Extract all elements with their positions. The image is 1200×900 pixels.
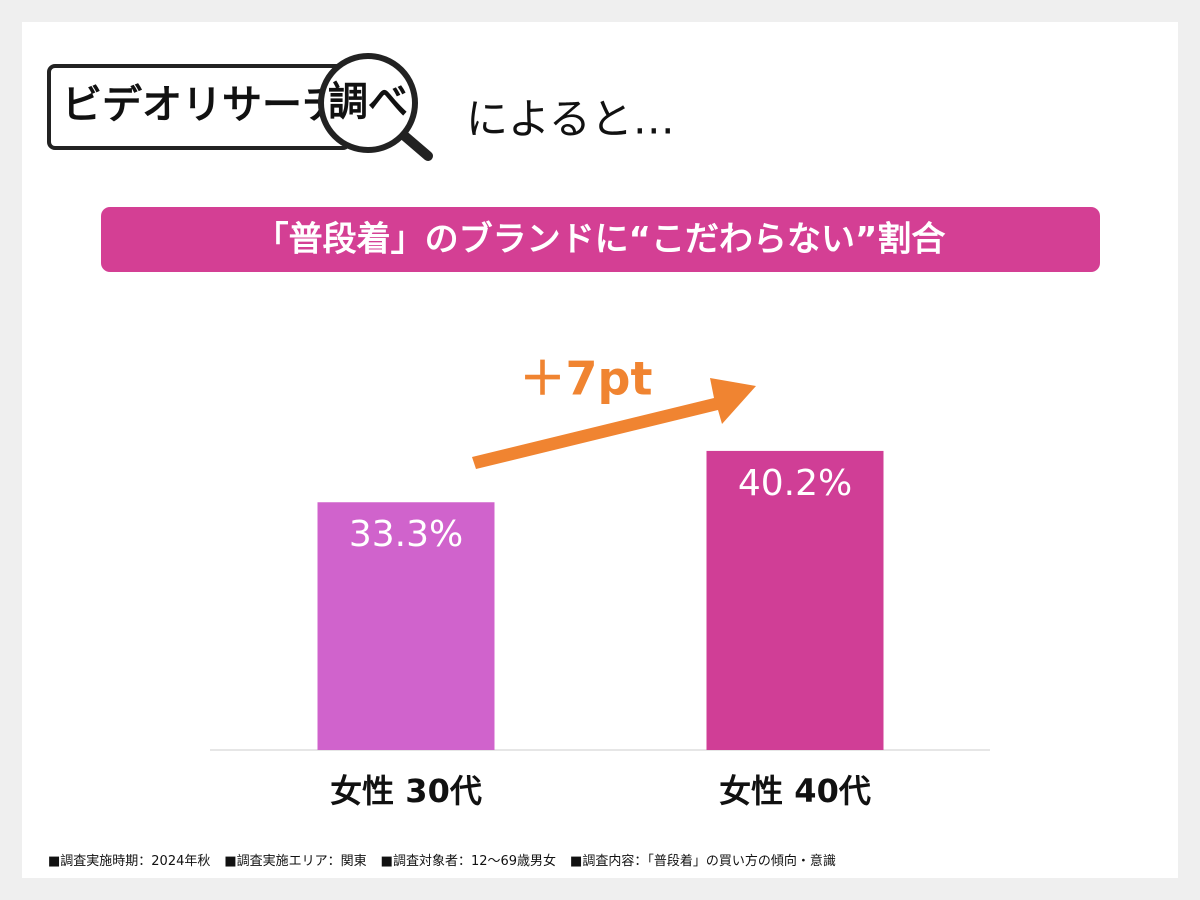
trend-arrow [472, 378, 756, 469]
x-tick-label: 女性 30代 [330, 772, 482, 810]
footnote: ■調査実施時期：2024年秋 ■調査実施エリア：関東 ■調査対象者：12～69歳男女… [48, 853, 836, 869]
footnote-item: ■調査実施時期：2024年秋 [48, 853, 210, 869]
magnifier [318, 53, 418, 153]
card [22, 22, 1178, 878]
footnote-item: ■調査実施エリア：関東 [224, 853, 366, 869]
chart-title: 「普段着」のブランドに“こだわらない”割合 [255, 220, 946, 260]
logo-badge: 調べ [328, 79, 408, 125]
annotation: ＋7pt [520, 352, 653, 406]
footnote-item: ■調査対象者：12～69歳男女 [381, 853, 556, 869]
bar [317, 502, 495, 750]
value-label: 40.2% [738, 463, 852, 504]
x-tick-label: 女性 40代 [719, 772, 871, 810]
value-label: 33.3% [349, 514, 463, 555]
logo-text: ビデオリサーチ [62, 82, 342, 128]
bar [706, 450, 884, 750]
intro-text: によると… [466, 95, 675, 144]
footnote-item: ■調査内容：「普段着」の買い方の傾向・意識 [570, 853, 836, 869]
title-banner [101, 207, 1100, 272]
